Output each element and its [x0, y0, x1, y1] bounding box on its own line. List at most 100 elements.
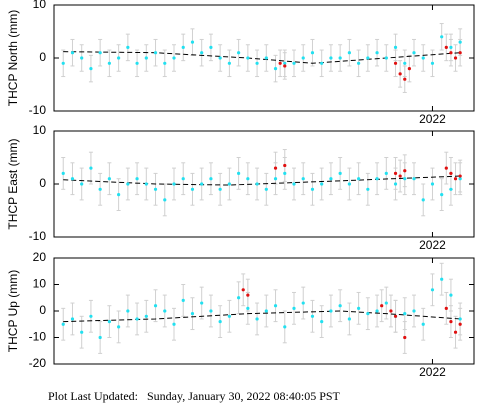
point	[153, 51, 158, 55]
point	[412, 309, 416, 313]
point	[338, 171, 342, 175]
point	[237, 296, 241, 300]
point	[218, 56, 222, 60]
y-axis-label: THCP Up (mm)	[6, 270, 20, 352]
point	[227, 61, 231, 65]
point	[357, 61, 361, 65]
point	[255, 317, 259, 321]
y-tick-label: 0	[39, 50, 46, 64]
point	[412, 177, 416, 181]
point	[430, 182, 435, 186]
point	[384, 301, 388, 305]
point	[246, 177, 250, 181]
point	[246, 293, 250, 297]
point	[172, 182, 176, 186]
point	[264, 187, 268, 191]
point	[301, 56, 305, 60]
point	[453, 330, 458, 334]
x-tick-label: 2022	[419, 365, 446, 379]
point	[449, 171, 453, 175]
point	[264, 56, 268, 60]
point	[440, 277, 444, 281]
y-tick-label: 10	[33, 277, 47, 291]
point	[444, 166, 448, 170]
point	[292, 61, 296, 65]
point	[117, 56, 121, 60]
point	[449, 45, 453, 50]
point	[209, 309, 213, 313]
point	[135, 177, 139, 181]
point	[310, 51, 315, 55]
point	[403, 312, 407, 316]
point	[273, 67, 278, 71]
point	[70, 177, 75, 181]
y-tick-label: 10	[33, 0, 47, 11]
point	[126, 45, 130, 50]
point	[347, 182, 351, 186]
point	[107, 320, 111, 324]
point	[181, 177, 185, 181]
point	[89, 166, 93, 170]
point	[393, 61, 398, 65]
point	[70, 317, 75, 321]
point	[144, 56, 148, 60]
point	[190, 312, 195, 316]
point	[403, 61, 407, 65]
x-tick-label: 2022	[419, 238, 446, 252]
point	[458, 177, 462, 181]
point	[255, 61, 259, 65]
point	[264, 309, 268, 313]
point	[301, 177, 305, 181]
point	[283, 64, 287, 68]
point	[255, 182, 259, 186]
footer: Plot Last Updated: Sunday, January 30, 2…	[48, 389, 341, 403]
point	[163, 61, 167, 65]
point	[61, 171, 65, 175]
point	[403, 335, 407, 340]
point	[366, 187, 370, 191]
point	[380, 304, 384, 308]
point	[458, 40, 462, 44]
y-tick-label: 0	[39, 176, 46, 190]
point	[375, 309, 379, 313]
point	[329, 309, 333, 313]
point	[310, 314, 315, 318]
point	[338, 304, 342, 308]
point	[292, 306, 296, 310]
point	[403, 169, 407, 173]
point	[209, 45, 213, 50]
point	[449, 187, 453, 191]
point	[200, 301, 204, 305]
point	[89, 67, 93, 71]
point	[273, 177, 278, 181]
point	[117, 193, 121, 197]
point	[421, 198, 425, 202]
point	[453, 56, 458, 60]
point	[61, 61, 65, 65]
point	[190, 187, 195, 191]
point	[172, 56, 176, 60]
point	[181, 298, 185, 302]
point	[237, 51, 241, 55]
point	[80, 182, 84, 186]
point	[98, 335, 102, 340]
point	[144, 182, 148, 186]
point	[430, 61, 435, 65]
y-tick-label: -20	[29, 356, 47, 370]
point	[421, 322, 425, 326]
point	[357, 177, 361, 181]
point	[89, 314, 93, 318]
point	[449, 293, 453, 297]
point	[126, 309, 130, 313]
point	[153, 187, 158, 191]
point	[283, 163, 287, 168]
point	[329, 56, 333, 60]
point	[403, 77, 407, 81]
point	[453, 177, 458, 181]
point	[444, 306, 448, 310]
point	[366, 56, 370, 60]
point	[357, 306, 361, 310]
point	[398, 72, 402, 76]
point	[61, 322, 65, 326]
